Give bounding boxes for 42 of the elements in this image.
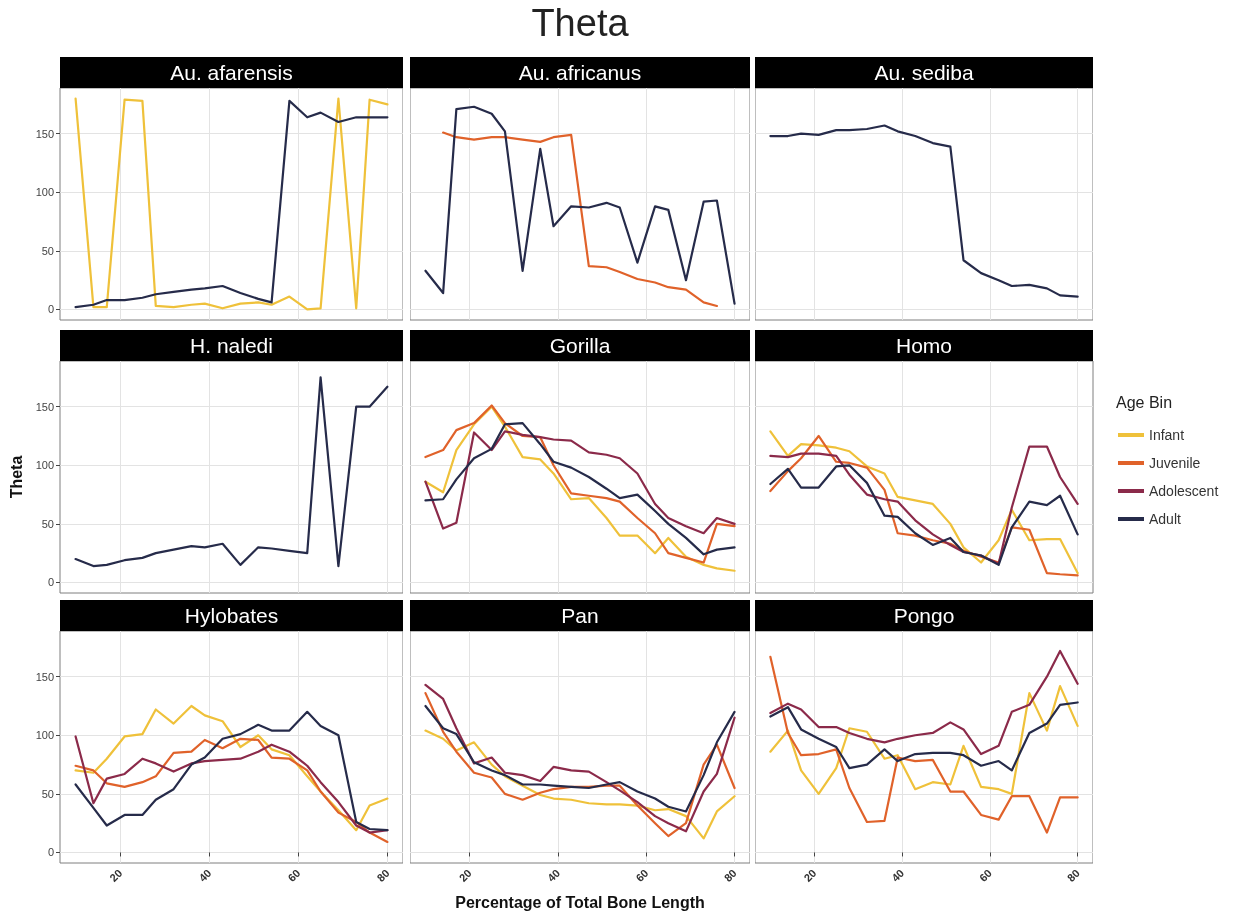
y-tick-label: 100	[35, 186, 54, 199]
y-tick-label: 100	[35, 729, 54, 742]
legend-title: Age Bin	[1116, 393, 1173, 411]
x-tick-label: 80	[721, 866, 739, 884]
x-tick-label: 20	[456, 866, 474, 884]
x-tick-label: 60	[285, 866, 303, 884]
legend-label: Juvenile	[1149, 455, 1201, 471]
y-tick-label: 100	[35, 459, 54, 472]
y-tick-label: 150	[35, 127, 54, 140]
chart-title: Au. afarensis	[60, 57, 403, 88]
y-tick-label: 0	[47, 846, 54, 859]
chart-title: Homo	[755, 330, 1093, 361]
y-tick-label: 150	[35, 400, 54, 413]
chart-title: H. naledi	[60, 330, 403, 361]
chart-title: Pongo	[755, 600, 1093, 631]
y-tick-label: 150	[35, 670, 54, 683]
x-tick-label: 40	[545, 866, 563, 884]
y-tick-label: 0	[47, 303, 54, 316]
x-tick-label: 20	[107, 866, 125, 884]
legend-label: Infant	[1149, 427, 1185, 443]
text: Theta	[530, 1, 630, 45]
x-tick-label: 80	[374, 866, 392, 884]
x-axis-title: Percentage of Total Bone Length	[455, 893, 705, 911]
chart-title: Au. africanus	[410, 57, 750, 88]
chart-title: Au. sediba	[755, 57, 1093, 88]
x-tick-label: 80	[1064, 866, 1082, 884]
legend-label: Adult	[1149, 511, 1182, 527]
chart-title: Pan	[410, 600, 750, 631]
y-tick-label: 50	[41, 517, 54, 530]
y-tick-label: 50	[41, 787, 54, 800]
y-axis-title: Theta	[7, 455, 25, 499]
x-tick-label: 20	[801, 866, 819, 884]
line-series	[74, 376, 389, 568]
legend-label: Adolescent	[1149, 483, 1219, 499]
x-tick-label: 60	[976, 866, 995, 884]
y-tick-label: 50	[41, 244, 54, 257]
x-tick-label: 40	[196, 866, 214, 884]
y-tick-label: 0	[47, 576, 54, 589]
chart-title: Hylobates	[60, 600, 403, 631]
chart-title: Gorilla	[410, 330, 750, 361]
x-tick-label: 40	[889, 866, 907, 884]
x-tick-label: 60	[633, 866, 651, 884]
